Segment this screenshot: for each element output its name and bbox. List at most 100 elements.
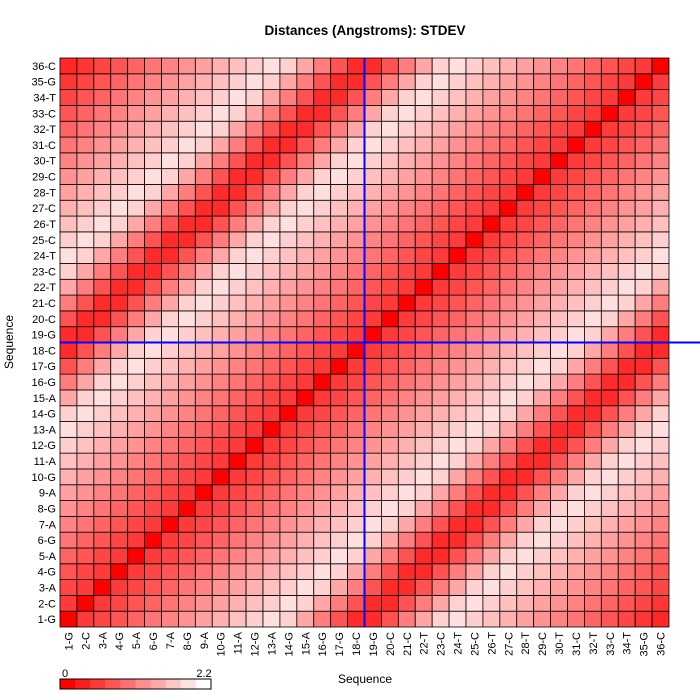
- heatmap-cell: [617, 120, 636, 138]
- heatmap-cell: [533, 357, 551, 375]
- heatmap-cell: [600, 136, 619, 154]
- heatmap-cell: [567, 263, 585, 280]
- heatmap-cell: [127, 531, 145, 549]
- heatmap-cell: [330, 57, 348, 75]
- heatmap-cell: [144, 278, 162, 296]
- heatmap-cell: [178, 199, 196, 217]
- heatmap-cell: [93, 105, 112, 122]
- heatmap-cell: [516, 57, 535, 75]
- heatmap-cell: [313, 563, 332, 580]
- heatmap-cell: [482, 199, 501, 217]
- heatmap-cell: [414, 421, 433, 438]
- heatmap-cell: [550, 500, 568, 517]
- heatmap-cell: [364, 421, 382, 438]
- heatmap-cell: [161, 373, 179, 391]
- heatmap-cell: [431, 326, 450, 343]
- heatmap-cell: [617, 389, 636, 407]
- heatmap-cell: [144, 357, 162, 375]
- heatmap-cell: [313, 231, 332, 249]
- heatmap-cell: [482, 294, 501, 312]
- heatmap-cell: [617, 610, 636, 628]
- heatmap-cell: [397, 168, 416, 185]
- heatmap-cell: [533, 594, 551, 612]
- heatmap-cell: [381, 294, 399, 312]
- heatmap-cell: [93, 579, 112, 596]
- heatmap-cell: [381, 421, 399, 438]
- heatmap-cell: [617, 373, 636, 391]
- heatmap-cell: [550, 310, 568, 328]
- heatmap-cell: [651, 215, 670, 233]
- heatmap-cell: [550, 89, 568, 106]
- heatmap-cell: [110, 389, 129, 407]
- heatmap-cell: [279, 563, 298, 580]
- heatmap-cell: [651, 168, 670, 185]
- heatmap-cell: [414, 89, 433, 106]
- heatmap-cell: [465, 342, 484, 359]
- heatmap-cell: [161, 231, 179, 249]
- heatmap-cell: [313, 342, 332, 359]
- heatmap-cell: [144, 547, 162, 565]
- heatmap-cell: [127, 357, 145, 375]
- heatmap-cell: [634, 373, 653, 391]
- heatmap-cell: [93, 421, 112, 438]
- heatmap-cell: [634, 579, 653, 596]
- x-tick-label: 34-T: [622, 632, 634, 655]
- heatmap-cell: [161, 531, 179, 549]
- heatmap-cell: [194, 231, 213, 249]
- heatmap-cell: [567, 278, 585, 296]
- heatmap-cell: [499, 120, 518, 138]
- heatmap-cell: [533, 563, 551, 580]
- heatmap-cell: [161, 405, 179, 422]
- heatmap-cell: [262, 89, 281, 106]
- heatmap-cell: [584, 152, 602, 170]
- heatmap-cell: [414, 168, 433, 185]
- heatmap-cell: [144, 120, 162, 138]
- heatmap-cell: [110, 452, 129, 470]
- heatmap-cell: [364, 105, 382, 122]
- heatmap-cell: [516, 484, 535, 501]
- heatmap-cell: [313, 452, 332, 470]
- heatmap-cell: [330, 579, 348, 596]
- heatmap-cell: [600, 215, 619, 233]
- heatmap-cell: [279, 136, 298, 154]
- heatmap-cell: [499, 421, 518, 438]
- heatmap-cell: [516, 452, 535, 470]
- heatmap-cell: [161, 468, 179, 486]
- heatmap-cell: [262, 468, 281, 486]
- heatmap-cell: [516, 531, 535, 549]
- heatmap-cell: [178, 136, 196, 154]
- heatmap-cell: [414, 357, 433, 375]
- y-tick-label: 31-C: [32, 140, 56, 152]
- heatmap-cell: [499, 105, 518, 122]
- heatmap-cell: [127, 484, 145, 501]
- heatmap-cell: [567, 610, 585, 628]
- heatmap-cell: [414, 294, 433, 312]
- heatmap-cell: [550, 357, 568, 375]
- heatmap-cell: [499, 405, 518, 422]
- heatmap-cell: [110, 436, 129, 454]
- heatmap-cell: [617, 199, 636, 217]
- heatmap-cell: [76, 500, 95, 517]
- heatmap-cell: [584, 278, 602, 296]
- heatmap-cell: [110, 105, 129, 122]
- heatmap-cell: [178, 310, 196, 328]
- heatmap-cell: [634, 105, 653, 122]
- heatmap-cell: [617, 152, 636, 170]
- heatmap-cell: [228, 468, 247, 486]
- heatmap-cell: [59, 563, 78, 580]
- heatmap-cell: [550, 436, 568, 454]
- heatmap-cell: [296, 579, 315, 596]
- heatmap-cell: [634, 500, 653, 517]
- heatmap-cell: [431, 199, 450, 217]
- heatmap-cell: [93, 310, 112, 328]
- heatmap-cell: [448, 136, 467, 154]
- heatmap-cell: [279, 610, 298, 628]
- heatmap-cell: [211, 500, 230, 517]
- heatmap-cell: [381, 199, 399, 217]
- heatmap-cell: [651, 579, 670, 596]
- x-tick-label: 10-G: [216, 632, 228, 656]
- heatmap-cell: [381, 342, 399, 359]
- heatmap-cell: [262, 199, 281, 217]
- heatmap-cell: [228, 610, 247, 628]
- heatmap-cell: [482, 405, 501, 422]
